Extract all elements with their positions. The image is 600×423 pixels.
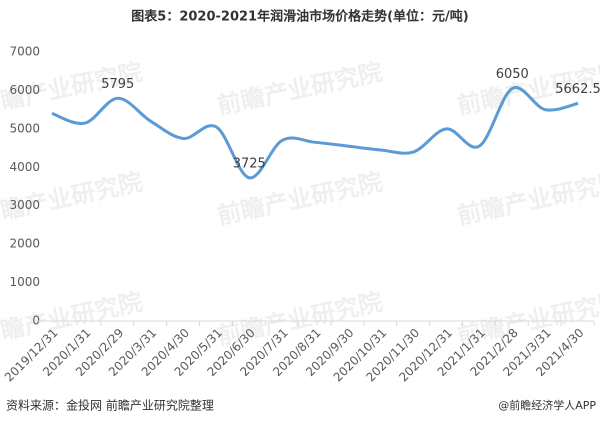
y-tick-label: 2000 [9, 237, 40, 251]
y-tick-label: 7000 [9, 45, 40, 59]
data-label: 5662.5 [555, 82, 600, 97]
watermark: 前瞻产业研究院 [215, 58, 385, 120]
y-tick-label: 6000 [9, 83, 40, 97]
series-line [51, 86, 579, 180]
brand: @前瞻经济学人APP [498, 398, 596, 412]
data-label: 3725 [233, 156, 266, 171]
y-tick-label: 3000 [9, 198, 40, 212]
watermark: 前瞻产业研究院 [215, 168, 385, 230]
y-tick-label: 5000 [9, 121, 40, 135]
watermark: 前瞻产业研究院 [455, 168, 600, 230]
y-tick-label: 1000 [9, 275, 40, 289]
chart-title: 图表5：2020-2021年润滑油市场价格走势(单位：元/吨) [131, 9, 468, 25]
data-label: 6050 [496, 67, 529, 82]
data-label: 5795 [101, 77, 134, 92]
source-note: 资料来源：金投网 前瞻产业研究院整理 [6, 398, 214, 413]
y-tick-label: 4000 [9, 160, 40, 174]
